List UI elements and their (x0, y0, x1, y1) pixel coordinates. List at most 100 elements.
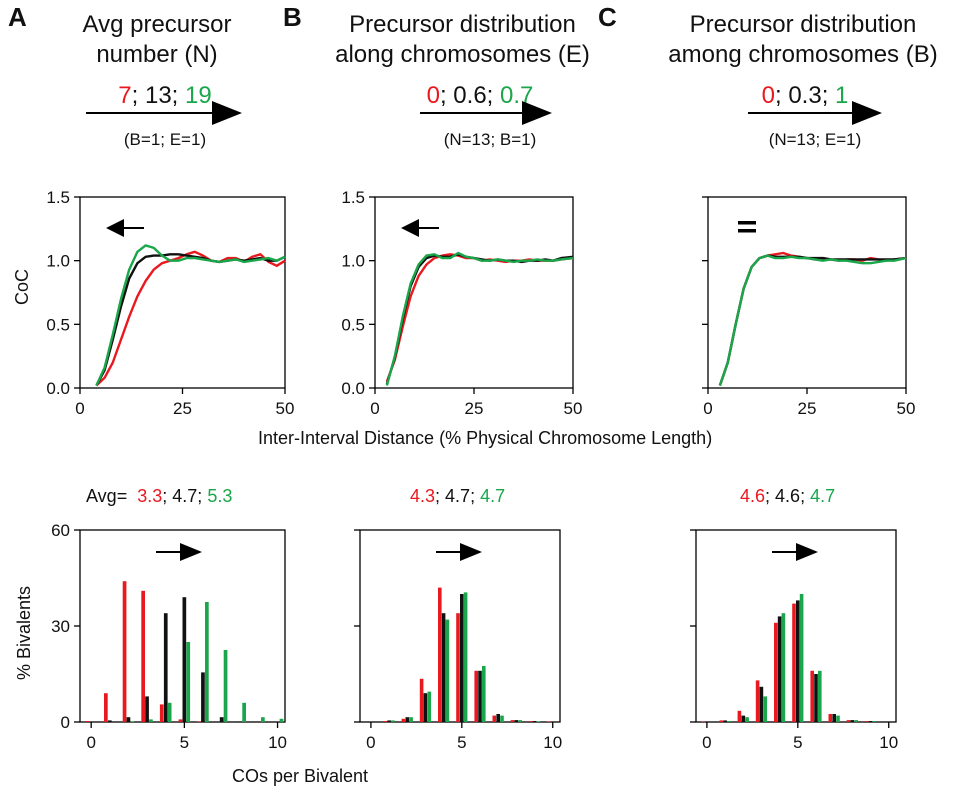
arrow-right-icon (420, 101, 552, 125)
coc-series-line-1 (95, 253, 286, 387)
x-tick-label: 0 (702, 733, 711, 752)
hist-bar-series-1 (238, 721, 243, 722)
hist-bar-series-0 (141, 590, 145, 722)
hist-bar-series-0 (122, 581, 127, 722)
value-low: 0 (761, 82, 775, 109)
avg-prefix: Avg= (86, 486, 128, 506)
hist-bar-series-1 (868, 721, 873, 722)
hist-bar-series-0 (197, 721, 201, 722)
panel-a-avg: Avg= 3.3; 4.7; 5.3 (86, 486, 233, 506)
hist-bar-series-1 (759, 686, 764, 722)
hist-bar-series-2 (463, 592, 468, 722)
hist-bar-series-1 (832, 714, 836, 722)
hist-bar-series-2 (536, 721, 541, 722)
panel-a-title-line2: number (N) (96, 41, 218, 68)
hist-bar-series-0 (864, 721, 869, 722)
arrow-head (460, 543, 482, 561)
hist-bar-series-2 (854, 720, 858, 722)
x-tick-label: 0 (370, 399, 379, 418)
x-tick-label: 10 (268, 733, 287, 752)
coc-ylabel: CoC (12, 268, 32, 305)
hist-xlabel: COs per Bivalent (232, 766, 369, 786)
hist-bar-series-2 (167, 702, 172, 722)
x-tick-label: 25 (173, 399, 192, 418)
hist-bar-series-1 (182, 597, 187, 722)
value-mid: 0.3 (788, 82, 822, 109)
value-high: 1 (835, 82, 849, 109)
hist-bar-series-1 (219, 717, 224, 722)
arrow-left-icon (401, 219, 439, 237)
equals-symbol (738, 221, 756, 233)
x-tick-label: 5 (180, 733, 189, 752)
avg-high: 5.3 (207, 486, 233, 506)
y-tick-label: 0.5 (46, 315, 70, 334)
y-tick-label: 1.0 (341, 252, 365, 271)
hist-bar-series-2 (427, 691, 432, 722)
panel-c-values: 0; 0.3; 1 (761, 82, 849, 109)
hist-bar-series-2 (836, 715, 840, 722)
arrow-right-icon (436, 543, 482, 561)
hist-bar-series-0 (492, 715, 497, 722)
x-tick-label: 50 (276, 399, 295, 418)
x-tick-label: 0 (703, 399, 712, 418)
panel-b-title-line1: Precursor distribution (349, 11, 576, 38)
hist-bar-series-2 (818, 670, 822, 722)
hist-bar-series-1 (201, 672, 205, 722)
hist-bar-series-0 (419, 678, 424, 722)
panel-a-title-line1: Avg precursor (82, 11, 232, 38)
x-tick-label: 0 (75, 399, 84, 418)
hist-bar-series-1 (532, 721, 537, 722)
avg-high: 4.7 (480, 486, 506, 506)
hist-bar-series-1 (496, 714, 500, 722)
y-tick-label: 0.0 (341, 379, 365, 398)
hist-bar-series-0 (456, 613, 460, 722)
avg-mid: 4.7 (445, 486, 471, 506)
hist-bar-series-0 (737, 710, 742, 722)
hist-bar-series-2 (518, 720, 522, 722)
x-tick-label: 10 (879, 733, 898, 752)
arrow-right-icon (156, 543, 202, 561)
avg-high: 4.7 (810, 486, 836, 506)
hist-bar-series-0 (755, 680, 760, 722)
hist-bar-series-0 (438, 587, 442, 722)
coc-plot-frame (374, 196, 574, 389)
hist-bar-series-2 (242, 702, 246, 722)
panel-letter-b: B (283, 2, 302, 32)
hist-bar-series-0 (510, 720, 515, 722)
hist-bar-series-2 (391, 720, 395, 722)
hist-bar-series-1 (145, 696, 149, 722)
panel-a-title: Avg precursor number (N) (62, 10, 252, 70)
hist-bar-series-2 (149, 719, 153, 722)
hist-bar-series-0 (474, 670, 478, 722)
hist-bar-series-2 (445, 619, 450, 722)
avg-low: 4.6 (740, 486, 766, 506)
hist-bar-series-2 (727, 721, 731, 722)
hist-bar-series-2 (205, 602, 209, 722)
hist-bar-series-1 (387, 720, 391, 722)
hist-bar-series-0 (104, 693, 108, 722)
hist-bar-series-2 (781, 613, 786, 722)
hist-bar-series-0 (810, 670, 814, 722)
hist-bar-series-1 (777, 616, 782, 722)
avg-mid: 4.7 (172, 486, 198, 506)
x-tick-label: 0 (366, 733, 375, 752)
avg-low: 4.3 (410, 486, 436, 506)
hist-bar-series-1 (108, 720, 112, 722)
value-mid: 13 (144, 82, 172, 109)
hist-bar-series-2 (745, 717, 749, 722)
arrow-head (796, 543, 818, 561)
y-tick-label: 1.0 (46, 252, 70, 271)
x-tick-label: 50 (897, 399, 916, 418)
coc-series-line-2 (385, 251, 574, 386)
hist-ylabel: % Bivalents (14, 585, 34, 680)
coc-series-line-0 (95, 250, 286, 387)
coc-series-line-0 (718, 251, 907, 386)
panel-b-params: (N=13; B=1) (443, 130, 537, 149)
hist-bar-series-2 (186, 642, 191, 722)
y-tick-label: 60 (51, 521, 70, 540)
hist-bar-series-0 (828, 714, 833, 722)
hist-bar-series-1 (741, 715, 746, 722)
y-tick-label: 1.5 (341, 188, 365, 207)
hist-bar-series-2 (261, 717, 265, 722)
